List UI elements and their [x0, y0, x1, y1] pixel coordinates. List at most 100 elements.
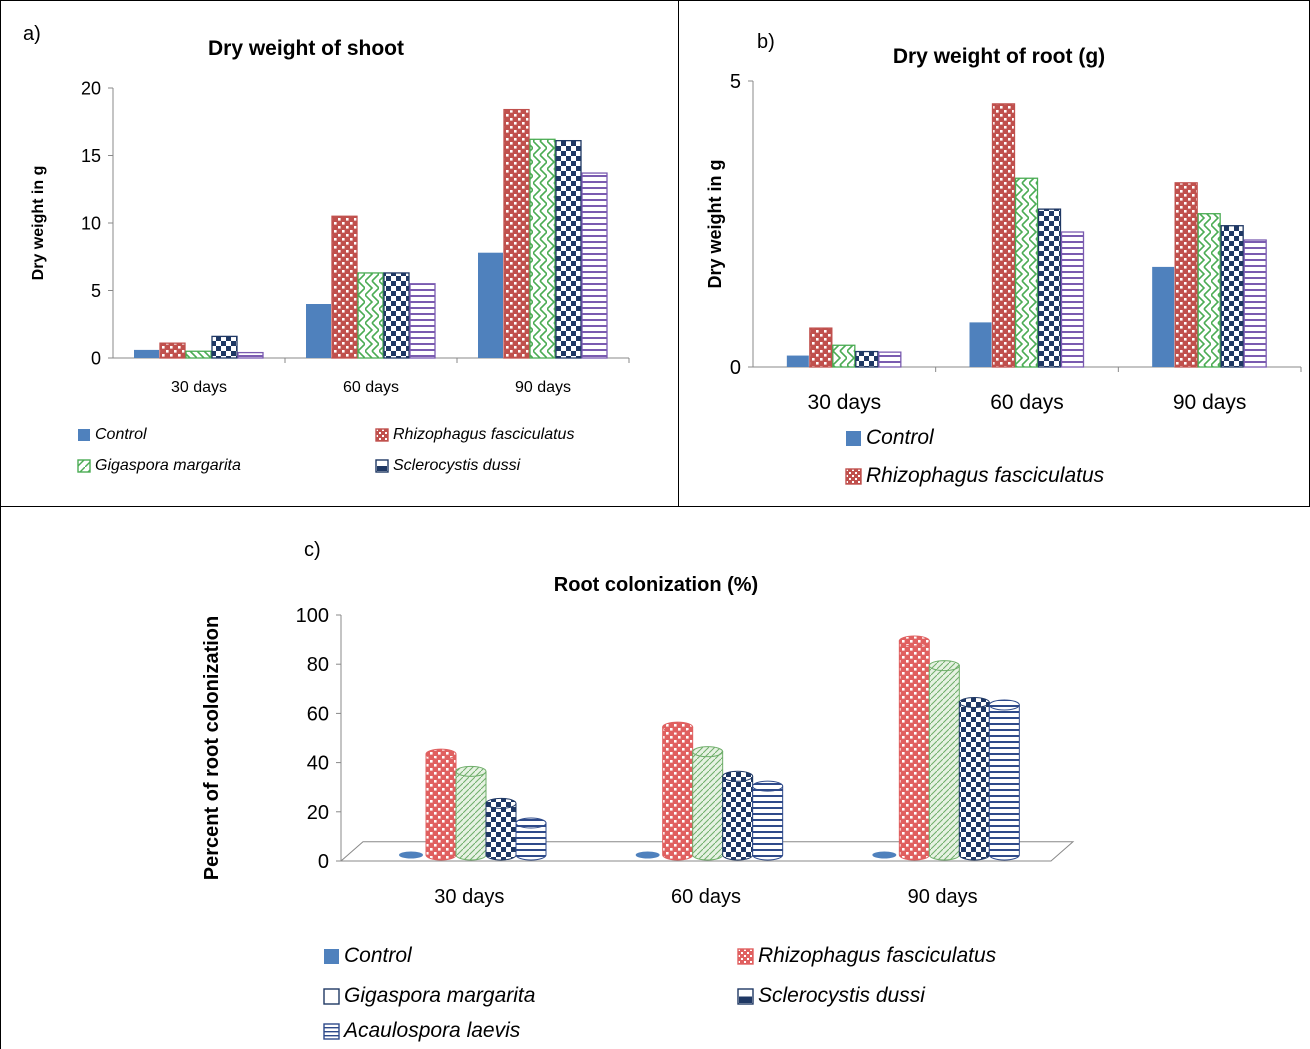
- cylinder-bar: [455, 765, 487, 861]
- legend-item: Control: [845, 426, 934, 450]
- y-tick-label: 5: [91, 281, 101, 301]
- legend-label: Control: [95, 426, 147, 443]
- bar: [331, 215, 358, 359]
- y-tick-label: 5: [730, 71, 741, 93]
- legend-label: Rhizophagus fasciculatus: [758, 944, 997, 967]
- bar: [555, 139, 582, 359]
- cylinder-bar: [399, 851, 423, 859]
- x-tick-label: 30 days: [171, 379, 227, 396]
- cylinder-bar: [515, 817, 547, 861]
- bar: [832, 344, 856, 368]
- legend-label: Sclerocystis dussi: [758, 984, 925, 1007]
- legend-label: Control: [344, 944, 412, 967]
- legend-item: Gigaspora margarita: [77, 457, 241, 475]
- x-tick-label: 60 days: [990, 391, 1064, 414]
- y-tick-label: 20: [307, 802, 329, 824]
- legend-item: Rhizophagus fasciculatus: [737, 944, 996, 968]
- legend-item: Control: [77, 426, 147, 444]
- bar: [503, 108, 530, 359]
- panel-root-dry-weight: b) Dry weight of root (g) Dry weight in g…: [678, 0, 1310, 507]
- bar: [134, 349, 159, 358]
- bar: [529, 138, 556, 359]
- y-tick-label: 0: [318, 851, 329, 873]
- bar: [357, 272, 384, 359]
- legend-label: Sclerocystis dussi: [393, 457, 521, 474]
- bar: [1037, 208, 1062, 368]
- legend-label: Gigaspora margarita: [344, 984, 536, 1007]
- panel-label: c): [304, 539, 321, 561]
- bar: [581, 172, 608, 359]
- panel-label: a): [23, 23, 41, 45]
- legend-swatch: [846, 430, 861, 446]
- legend-swatch: [737, 947, 754, 965]
- y-tick-label: 10: [81, 213, 101, 233]
- cylinder-bar: [752, 780, 784, 861]
- bar: [1152, 266, 1175, 367]
- chart-root-colonization: Root colonization (%) Percent of root col…: [201, 574, 1075, 908]
- bar: [211, 335, 238, 359]
- x-tick-label: 60 days: [343, 379, 399, 396]
- chart-floor: [339, 841, 1075, 862]
- legend-label: Rhizophagus fasciculatus: [393, 426, 575, 443]
- bar: [991, 103, 1016, 368]
- chart-title: Dry weight of root (g): [893, 45, 1105, 68]
- bar: [969, 322, 992, 367]
- y-axis-label: Dry weight in g: [30, 166, 47, 281]
- bar: [185, 350, 212, 359]
- chart-title: Root colonization (%): [554, 574, 758, 596]
- bar: [1197, 213, 1221, 368]
- legend-swatch: [375, 428, 389, 442]
- bar: [855, 350, 879, 368]
- bar: [159, 342, 186, 359]
- legend-swatch: [324, 948, 339, 964]
- legend-label: Control: [866, 426, 934, 449]
- cylinder-bar: [958, 696, 990, 861]
- bar: [306, 304, 331, 358]
- legend-swatch: [77, 459, 91, 473]
- x-tick-label: 30 days: [808, 391, 882, 414]
- legend-label: Acaulospora laevis: [344, 1019, 521, 1042]
- legend-item: Rhizophagus fasciculatus: [375, 426, 574, 444]
- y-tick-label: 100: [296, 605, 329, 627]
- bar: [409, 283, 436, 359]
- y-tick-label: 0: [91, 348, 101, 368]
- chart-title: Dry weight of shoot: [208, 37, 404, 60]
- x-tick-label: 30 days: [434, 886, 504, 908]
- bar: [478, 252, 503, 358]
- legend-item: Acaulospora laevis: [323, 1019, 520, 1043]
- bar: [809, 327, 833, 368]
- y-tick-label: 80: [307, 654, 329, 676]
- cylinder-bar: [722, 770, 754, 861]
- y-axis-label: Percent of root colonization: [201, 616, 223, 880]
- cylinder-bar: [485, 797, 517, 861]
- legend-swatch: [323, 987, 340, 1005]
- bar: [237, 351, 264, 359]
- x-tick-label: 90 days: [908, 886, 978, 908]
- bar: [1014, 177, 1039, 368]
- legend-swatch: [78, 429, 90, 441]
- y-tick-label: 15: [81, 146, 101, 166]
- cylinder-bar: [692, 746, 724, 861]
- legend-swatch: [845, 467, 862, 485]
- x-tick-label: 90 days: [1173, 391, 1247, 414]
- cylinder-bar: [872, 851, 897, 859]
- legend-item: Sclerocystis dussi: [737, 984, 925, 1008]
- legend-item: Rhizophagus fasciculatus: [845, 464, 1104, 488]
- cylinder-bar: [928, 660, 960, 861]
- legend-item: Gigaspora margarita: [323, 984, 535, 1008]
- bar: [1174, 182, 1198, 368]
- panel-root-colonization: c) Root colonization (%) Percent of root …: [0, 507, 1310, 1049]
- legend-swatch: [375, 459, 389, 473]
- y-axis-label: Dry weight in g: [705, 159, 725, 288]
- cylinder-bar: [425, 748, 457, 861]
- cylinder-bar: [635, 851, 660, 859]
- y-tick-label: 60: [307, 703, 329, 725]
- bar: [383, 272, 410, 359]
- cylinder-bar: [662, 721, 694, 861]
- legend-swatch: [737, 987, 754, 1005]
- bar: [786, 355, 809, 367]
- bar: [878, 351, 902, 368]
- legend-swatch: [323, 1022, 340, 1040]
- panel-shoot-dry-weight: a) Dry weight of shoot Dry weight in g 0 5 1…: [0, 0, 678, 507]
- bar: [1243, 239, 1267, 368]
